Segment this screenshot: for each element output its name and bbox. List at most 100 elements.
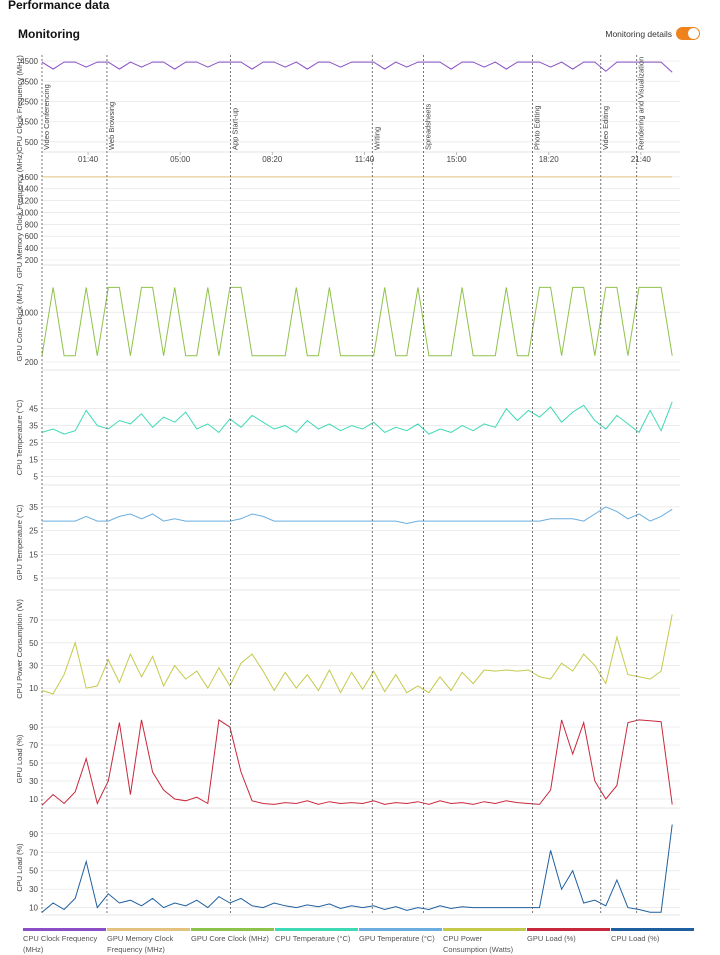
legend-swatch bbox=[443, 928, 526, 931]
legend-swatch bbox=[275, 928, 358, 931]
annotation-label: Rendering and Visualization bbox=[637, 57, 646, 150]
legend-swatch bbox=[359, 928, 442, 931]
y-tick-label: 90 bbox=[29, 830, 38, 839]
x-tick-label: 15:00 bbox=[447, 155, 468, 164]
legend-label: GPU Core Clock (MHz) bbox=[191, 934, 269, 943]
legend-label: GPU Load (%) bbox=[527, 934, 576, 943]
legend-label: CPU Temperature (°C) bbox=[275, 934, 351, 943]
x-tick-label: 08:20 bbox=[262, 155, 283, 164]
y-axis-label: CPU Load (%) bbox=[15, 843, 24, 892]
y-tick-label: 35 bbox=[29, 422, 38, 431]
legend-entry[interactable]: GPU Temperature (°C) bbox=[359, 928, 443, 955]
legend-entry[interactable]: CPU Load (%) bbox=[611, 928, 695, 955]
series-line bbox=[41, 824, 673, 913]
y-tick-label: 3500 bbox=[20, 77, 38, 86]
y-tick-label: 25 bbox=[29, 527, 38, 536]
y-tick-label: 800 bbox=[25, 220, 39, 229]
y-tick-label: 90 bbox=[29, 723, 38, 732]
y-axis-label: GPU Core Clock (MHz) bbox=[15, 283, 24, 361]
x-tick-label: 05:00 bbox=[170, 155, 191, 164]
legend-entry[interactable]: GPU Memory Clock Frequency (MHz) bbox=[107, 928, 191, 955]
y-tick-label: 200 bbox=[25, 358, 39, 367]
legend-entry[interactable]: CPU Temperature (°C) bbox=[275, 928, 359, 955]
annotation-label: Writing bbox=[372, 127, 381, 150]
page-title: Performance data bbox=[8, 0, 110, 12]
x-tick-label: 01:40 bbox=[78, 155, 99, 164]
y-tick-label: 400 bbox=[25, 244, 39, 253]
y-tick-label: 10 bbox=[29, 795, 38, 804]
toggle-switch[interactable] bbox=[676, 27, 700, 40]
legend-label: CPU Power Consumption (Watts) bbox=[443, 934, 514, 954]
y-tick-label: 1000 bbox=[20, 208, 38, 217]
annotation-label: Video Editing bbox=[601, 106, 610, 150]
legend-label: GPU Memory Clock Frequency (MHz) bbox=[107, 934, 174, 954]
annotation-label: App Start-up bbox=[230, 108, 239, 150]
annotation-label: Spreadsheets bbox=[423, 103, 432, 150]
legend-swatch bbox=[611, 928, 694, 931]
y-tick-label: 30 bbox=[29, 661, 38, 670]
y-tick-label: 25 bbox=[29, 439, 38, 448]
y-tick-label: 4500 bbox=[20, 57, 38, 66]
y-tick-label: 2500 bbox=[20, 97, 38, 106]
toggle-knob bbox=[688, 28, 699, 39]
y-tick-label: 1500 bbox=[20, 118, 38, 127]
y-tick-label: 1200 bbox=[20, 197, 38, 206]
y-tick-label: 10 bbox=[29, 684, 38, 693]
series-line bbox=[41, 286, 673, 357]
series-line bbox=[41, 614, 673, 695]
y-tick-label: 30 bbox=[29, 885, 38, 894]
legend-swatch bbox=[191, 928, 274, 931]
y-tick-label: 45 bbox=[29, 405, 38, 414]
legend-swatch bbox=[107, 928, 190, 931]
legend-entry[interactable]: CPU Power Consumption (Watts) bbox=[443, 928, 527, 955]
legend: CPU Clock Frequency (MHz) GPU Memory Cloc… bbox=[23, 928, 695, 955]
legend-entry[interactable]: CPU Clock Frequency (MHz) bbox=[23, 928, 107, 955]
toggle-label: Monitoring details bbox=[605, 29, 672, 39]
y-tick-label: 70 bbox=[29, 848, 38, 857]
y-tick-label: 15 bbox=[29, 550, 38, 559]
annotation-label: Web Browsing bbox=[107, 102, 116, 150]
x-tick-label: 11:40 bbox=[355, 155, 375, 164]
y-axis-label: GPU Temperature (°C) bbox=[15, 504, 24, 580]
x-tick-label: 18:20 bbox=[539, 155, 560, 164]
y-tick-label: 35 bbox=[29, 503, 38, 512]
x-tick-label: 21:40 bbox=[631, 155, 652, 164]
y-tick-label: 15 bbox=[29, 456, 38, 465]
y-axis-label: GPU Load (%) bbox=[15, 734, 24, 783]
y-axis-label: CPU Clock Frequency (MHz) bbox=[15, 55, 24, 152]
annotation-label: Photo Editing bbox=[533, 105, 542, 150]
y-axis-label: GPU Memory Clock Frequency (MHz) bbox=[15, 151, 24, 278]
y-tick-label: 1400 bbox=[20, 185, 38, 194]
y-tick-label: 50 bbox=[29, 639, 38, 648]
y-tick-label: 5 bbox=[34, 473, 39, 482]
series-line bbox=[42, 506, 673, 525]
legend-label: GPU Temperature (°C) bbox=[359, 934, 435, 943]
y-tick-label: 1000 bbox=[20, 308, 38, 317]
legend-swatch bbox=[527, 928, 610, 931]
y-tick-label: 200 bbox=[25, 256, 39, 265]
y-tick-label: 600 bbox=[25, 232, 39, 241]
y-tick-label: 50 bbox=[29, 759, 38, 768]
legend-entry[interactable]: GPU Core Clock (MHz) bbox=[191, 928, 275, 955]
y-tick-label: 5 bbox=[34, 574, 39, 583]
y-tick-label: 30 bbox=[29, 777, 38, 786]
y-tick-label: 500 bbox=[25, 138, 39, 147]
y-tick-label: 70 bbox=[29, 741, 38, 750]
y-tick-label: 50 bbox=[29, 867, 38, 876]
y-axis-label: CPU Temperature (°C) bbox=[15, 399, 24, 475]
series-line bbox=[41, 719, 673, 806]
legend-entry[interactable]: GPU Load (%) bbox=[527, 928, 611, 955]
legend-swatch bbox=[23, 928, 106, 931]
y-tick-label: 10 bbox=[29, 904, 38, 913]
series-line bbox=[41, 401, 673, 435]
y-axis-label: CPU Power Consumption (W) bbox=[15, 599, 24, 699]
annotation-label: Video Conferencing bbox=[42, 84, 51, 150]
y-tick-label: 1600 bbox=[20, 173, 38, 182]
legend-label: CPU Clock Frequency (MHz) bbox=[23, 934, 98, 954]
series-line bbox=[41, 61, 673, 73]
section-title: Monitoring bbox=[18, 27, 80, 41]
legend-label: CPU Load (%) bbox=[611, 934, 660, 943]
y-tick-label: 70 bbox=[29, 616, 38, 625]
